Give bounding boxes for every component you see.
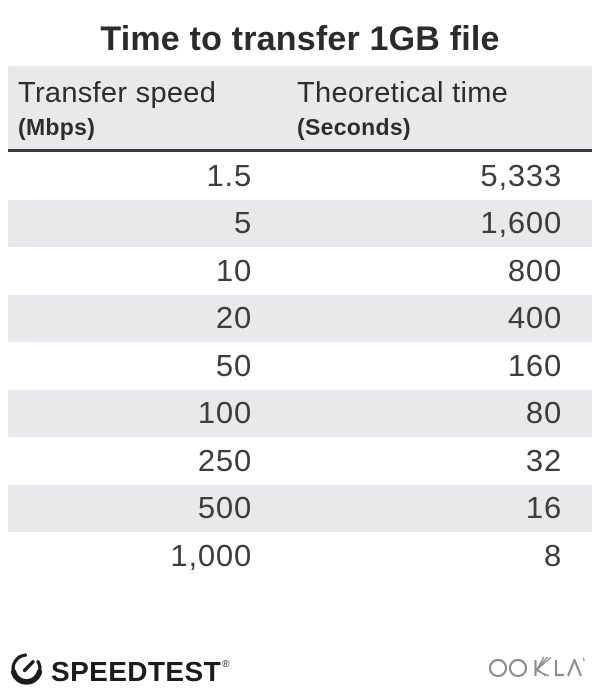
table-header-row: Transfer speed (Mbps) Theoretical time (… <box>8 66 592 152</box>
time-cell: 1,600 <box>480 205 562 241</box>
speedtest-wordmark: SPEEDTEST® <box>51 647 230 689</box>
table-row: 250 32 <box>8 437 592 485</box>
speed-cell: 20 <box>215 300 252 336</box>
speedtest-logo: SPEEDTEST® <box>9 647 230 689</box>
column-unit: (Seconds) <box>297 114 411 140</box>
table-row: 1.5 5,333 <box>8 152 592 200</box>
time-cell: 5,333 <box>480 157 562 193</box>
column-header-transfer-speed: Transfer speed (Mbps) <box>18 76 216 141</box>
speed-cell: 50 <box>215 347 252 383</box>
table-row: 10 800 <box>8 247 592 295</box>
speed-cell: 1.5 <box>206 157 252 193</box>
ookla-logo-icon <box>489 656 585 678</box>
column-header-theoretical-time: Theoretical time (Seconds) <box>297 76 508 141</box>
table-row: 5 1,600 <box>8 199 592 247</box>
table-body: 1.5 5,333 5 1,600 10 800 20 400 50 160 1… <box>8 152 592 580</box>
speed-cell: 10 <box>215 252 252 288</box>
speed-cell: 250 <box>197 442 252 478</box>
time-cell: 80 <box>525 395 562 431</box>
speed-cell: 100 <box>197 395 252 431</box>
speed-cell: 1,000 <box>170 537 252 573</box>
infographic: Time to transfer 1GB file Transfer speed… <box>0 20 600 697</box>
time-cell: 160 <box>507 347 562 383</box>
registered-trademark-icon: ® <box>222 659 230 670</box>
time-cell: 8 <box>543 537 562 573</box>
column-label: Transfer speed <box>18 77 217 109</box>
speedtest-text: SPEEDTEST <box>51 656 222 687</box>
footer: SPEEDTEST® <box>0 647 600 689</box>
time-cell: 800 <box>507 252 562 288</box>
transfer-time-table: Transfer speed (Mbps) Theoretical time (… <box>8 66 592 580</box>
column-unit: (Mbps) <box>18 114 96 140</box>
speedometer-gauge-icon <box>10 653 43 685</box>
table-row: 20 400 <box>8 294 592 342</box>
speed-cell: 500 <box>197 490 252 526</box>
time-cell: 400 <box>507 300 562 336</box>
page-title: Time to transfer 1GB file <box>100 20 500 58</box>
table-row: 50 160 <box>8 342 592 390</box>
time-cell: 16 <box>525 490 562 526</box>
table-row: 100 80 <box>8 389 592 437</box>
time-cell: 32 <box>525 442 562 478</box>
table-row: 500 16 <box>8 484 592 532</box>
speed-cell: 5 <box>233 205 252 241</box>
column-label: Theoretical time <box>297 77 509 109</box>
table-row: 1,000 8 <box>8 532 592 580</box>
